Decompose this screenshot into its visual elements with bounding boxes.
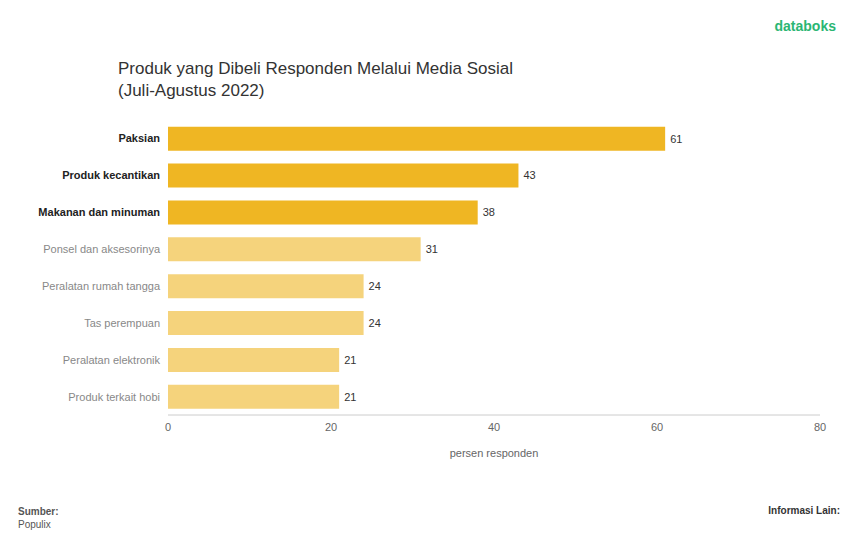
svg-text:Peralatan elektronik: Peralatan elektronik — [63, 354, 161, 366]
svg-text:0: 0 — [165, 421, 171, 433]
svg-text:Produk kecantikan: Produk kecantikan — [62, 169, 160, 181]
svg-text:38: 38 — [483, 206, 495, 218]
svg-text:31: 31 — [426, 243, 438, 255]
svg-text:60: 60 — [651, 421, 663, 433]
svg-text:24: 24 — [369, 317, 381, 329]
html-text:Informasi Lain:: Informasi Lain: — [768, 505, 840, 516]
svg-text:Peralatan rumah tangga: Peralatan rumah tangga — [42, 280, 161, 292]
svg-text:persen responden: persen responden — [450, 447, 539, 459]
html-text:Sumber:: Sumber: — [18, 506, 59, 517]
html-text:databoks: databoks — [774, 18, 836, 34]
svg-text:Makanan dan minuman: Makanan dan minuman — [38, 206, 160, 218]
svg-text:20: 20 — [325, 421, 337, 433]
svg-text:61: 61 — [670, 133, 682, 145]
html-text:Populix: Populix — [18, 519, 51, 530]
svg-text:43: 43 — [523, 169, 535, 181]
svg-text:21: 21 — [344, 354, 356, 366]
svg-text:24: 24 — [369, 280, 381, 292]
svg-text:Produk terkait hobi: Produk terkait hobi — [68, 391, 160, 403]
svg-text:21: 21 — [344, 391, 356, 403]
svg-text:Ponsel dan aksesorinya: Ponsel dan aksesorinya — [43, 243, 161, 255]
svg-text:40: 40 — [488, 421, 500, 433]
svg-text:Paksian: Paksian — [118, 132, 160, 144]
html-text:(Juli-Agustus 2022): (Juli-Agustus 2022) — [118, 81, 265, 100]
svg-text:80: 80 — [814, 421, 826, 433]
html-text:Produk yang Dibeli Responden M: Produk yang Dibeli Responden Melalui Med… — [118, 59, 513, 78]
svg-text:Tas perempuan: Tas perempuan — [84, 317, 160, 329]
